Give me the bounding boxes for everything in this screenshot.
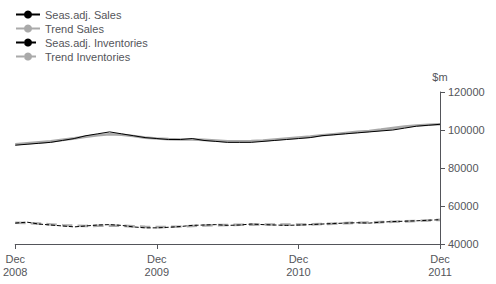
svg-text:Dec: Dec <box>289 253 309 265</box>
svg-text:2011: 2011 <box>428 266 452 278</box>
svg-text:120000: 120000 <box>448 86 485 98</box>
svg-text:$m: $m <box>432 71 447 83</box>
svg-text:2008: 2008 <box>3 266 27 278</box>
svg-text:100000: 100000 <box>448 124 485 136</box>
svg-text:Dec: Dec <box>147 253 167 265</box>
svg-text:Trend Sales: Trend Sales <box>45 23 104 35</box>
svg-text:2010: 2010 <box>286 266 310 278</box>
svg-text:Dec: Dec <box>5 253 25 265</box>
svg-text:60000: 60000 <box>448 200 479 212</box>
svg-text:80000: 80000 <box>448 162 479 174</box>
svg-text:2009: 2009 <box>145 266 169 278</box>
svg-text:Seas.adj. Sales: Seas.adj. Sales <box>45 9 122 21</box>
svg-text:Trend Inventories: Trend Inventories <box>45 51 131 63</box>
svg-text:Seas.adj. Inventories: Seas.adj. Inventories <box>45 37 148 49</box>
svg-text:Dec: Dec <box>430 253 450 265</box>
svg-text:40000: 40000 <box>448 238 479 250</box>
